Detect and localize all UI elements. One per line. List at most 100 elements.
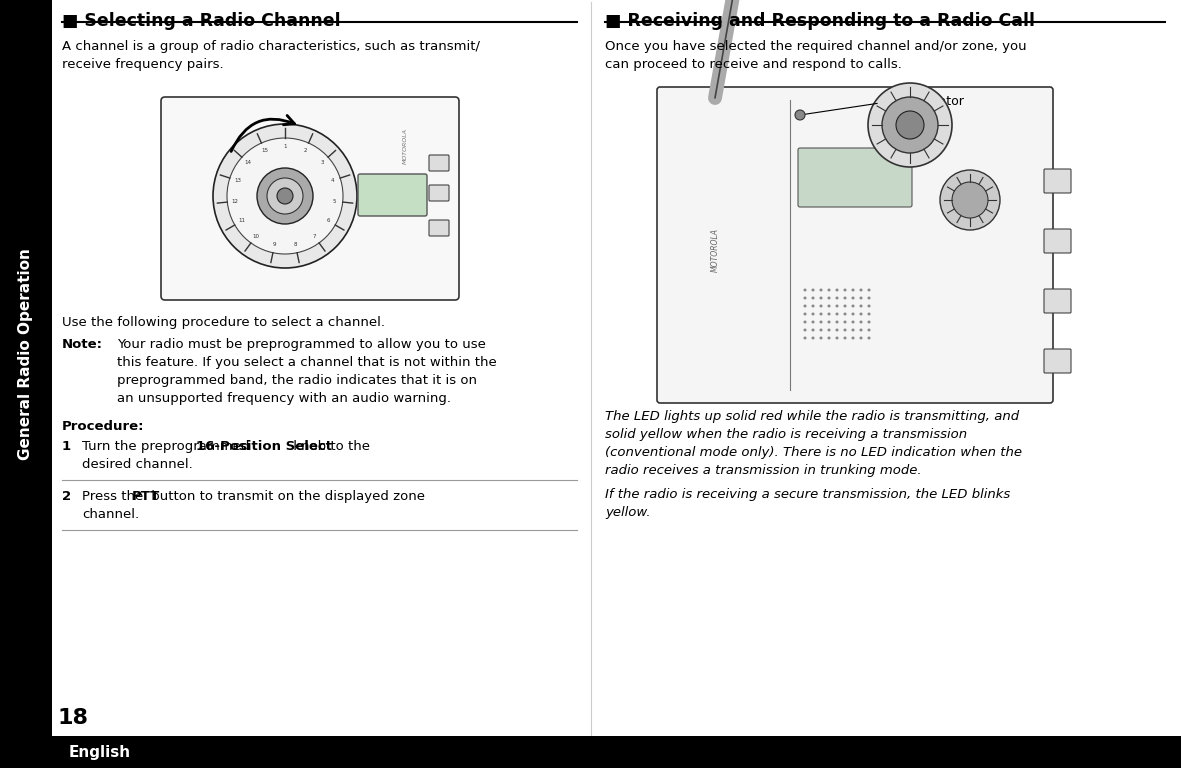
Text: 1: 1	[283, 144, 287, 148]
Circle shape	[843, 296, 847, 300]
Text: 16-Position Select: 16-Position Select	[196, 440, 332, 453]
Text: 2: 2	[61, 490, 71, 503]
Circle shape	[278, 188, 293, 204]
Circle shape	[860, 304, 862, 307]
Circle shape	[828, 313, 830, 316]
Circle shape	[803, 304, 807, 307]
Circle shape	[852, 336, 855, 339]
FancyBboxPatch shape	[657, 87, 1053, 403]
Text: The LED lights up solid red while the radio is transmitting, and
solid yellow wh: The LED lights up solid red while the ra…	[605, 410, 1022, 477]
Circle shape	[860, 313, 862, 316]
Circle shape	[952, 182, 988, 218]
Text: knob to the: knob to the	[289, 440, 370, 453]
Circle shape	[852, 289, 855, 292]
Text: 4: 4	[331, 178, 334, 183]
Text: MOTOROLA: MOTOROLA	[403, 128, 407, 164]
Circle shape	[852, 296, 855, 300]
Circle shape	[820, 289, 822, 292]
Circle shape	[860, 320, 862, 323]
Circle shape	[868, 313, 870, 316]
Text: 15: 15	[261, 147, 268, 153]
Text: ■ Receiving and Responding to a Radio Call: ■ Receiving and Responding to a Radio Ca…	[605, 12, 1035, 30]
Circle shape	[820, 329, 822, 332]
Circle shape	[843, 329, 847, 332]
Circle shape	[811, 296, 815, 300]
Circle shape	[896, 111, 924, 139]
FancyBboxPatch shape	[1044, 169, 1071, 193]
Circle shape	[803, 336, 807, 339]
Text: 11: 11	[239, 219, 246, 223]
Circle shape	[828, 296, 830, 300]
Text: 3: 3	[320, 160, 324, 165]
Circle shape	[843, 336, 847, 339]
Text: A channel is a group of radio characteristics, such as transmit/
receive frequen: A channel is a group of radio characteri…	[61, 40, 479, 71]
Text: Press the: Press the	[81, 490, 148, 503]
Circle shape	[835, 329, 839, 332]
FancyBboxPatch shape	[1044, 229, 1071, 253]
Circle shape	[868, 304, 870, 307]
Circle shape	[811, 313, 815, 316]
Circle shape	[852, 304, 855, 307]
Circle shape	[803, 296, 807, 300]
FancyBboxPatch shape	[429, 220, 449, 236]
Text: Turn the preprogrammed: Turn the preprogrammed	[81, 440, 254, 453]
Circle shape	[820, 320, 822, 323]
Circle shape	[835, 336, 839, 339]
Circle shape	[860, 289, 862, 292]
Circle shape	[213, 124, 357, 268]
Circle shape	[843, 313, 847, 316]
Text: 1: 1	[61, 440, 71, 453]
Text: 10: 10	[252, 234, 259, 239]
Text: channel.: channel.	[81, 508, 139, 521]
Circle shape	[835, 289, 839, 292]
Text: button to transmit on the displayed zone: button to transmit on the displayed zone	[148, 490, 425, 503]
Text: Your radio must be preprogrammed to allow you to use
this feature. If you select: Your radio must be preprogrammed to allo…	[117, 338, 497, 405]
Text: 9: 9	[273, 243, 276, 247]
Circle shape	[257, 168, 313, 224]
FancyBboxPatch shape	[1044, 349, 1071, 373]
Text: 6: 6	[327, 219, 329, 223]
Text: General Radio Operation: General Radio Operation	[19, 248, 33, 460]
Circle shape	[852, 313, 855, 316]
Circle shape	[803, 313, 807, 316]
Circle shape	[811, 304, 815, 307]
FancyBboxPatch shape	[429, 185, 449, 201]
Bar	[0, 0, 52, 736]
Circle shape	[803, 329, 807, 332]
Text: 14: 14	[244, 160, 252, 165]
Circle shape	[820, 336, 822, 339]
Circle shape	[868, 320, 870, 323]
Circle shape	[835, 296, 839, 300]
Circle shape	[852, 320, 855, 323]
Text: 7: 7	[313, 234, 317, 239]
Circle shape	[828, 320, 830, 323]
Circle shape	[868, 329, 870, 332]
Circle shape	[940, 170, 1000, 230]
Circle shape	[828, 304, 830, 307]
Circle shape	[820, 304, 822, 307]
Circle shape	[852, 329, 855, 332]
Circle shape	[803, 289, 807, 292]
Circle shape	[811, 320, 815, 323]
Text: 12: 12	[231, 199, 239, 204]
Circle shape	[860, 336, 862, 339]
Circle shape	[267, 178, 304, 214]
Circle shape	[868, 336, 870, 339]
Circle shape	[820, 313, 822, 316]
Circle shape	[811, 336, 815, 339]
Text: ■ Selecting a Radio Channel: ■ Selecting a Radio Channel	[61, 12, 340, 30]
Circle shape	[835, 304, 839, 307]
FancyBboxPatch shape	[798, 148, 912, 207]
Circle shape	[843, 304, 847, 307]
Circle shape	[835, 320, 839, 323]
Circle shape	[828, 329, 830, 332]
Text: 2: 2	[304, 147, 307, 153]
Circle shape	[828, 336, 830, 339]
Circle shape	[860, 329, 862, 332]
Circle shape	[843, 320, 847, 323]
Text: LED Indicator: LED Indicator	[880, 95, 964, 108]
Text: Use the following procedure to select a channel.: Use the following procedure to select a …	[61, 316, 385, 329]
FancyBboxPatch shape	[429, 155, 449, 171]
Circle shape	[820, 296, 822, 300]
Circle shape	[868, 289, 870, 292]
